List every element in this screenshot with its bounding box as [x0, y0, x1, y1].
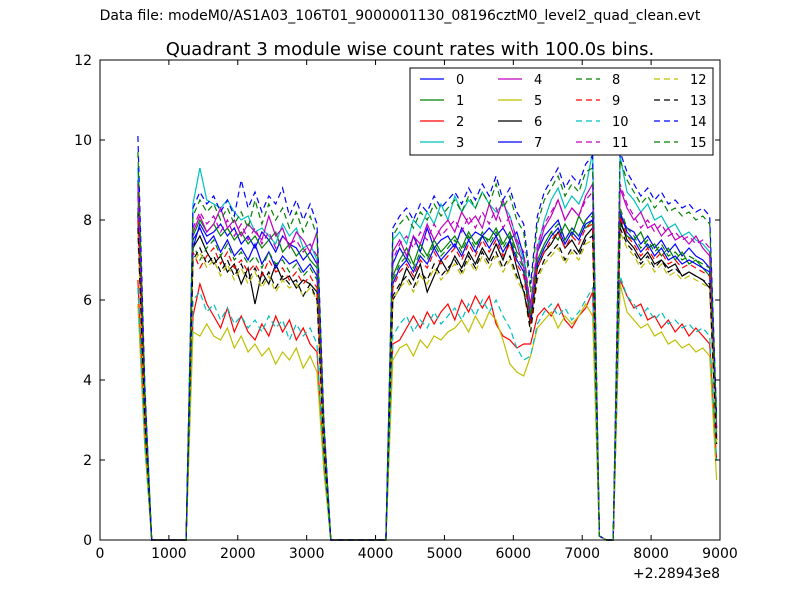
legend-label-10: 10 — [612, 115, 629, 130]
legend-label-9: 9 — [612, 94, 620, 109]
figure-supertitle: Data file: modeM0/AS1A03_106T01_90000011… — [99, 8, 701, 24]
x-axis: 0 1000 2000 3000 4000 5000 6000 7000 8000 9000 — [96, 60, 738, 562]
legend-label-5: 5 — [534, 94, 542, 109]
y-tick-label: 6 — [83, 293, 92, 309]
y-tick-label: 4 — [83, 373, 92, 389]
series-line-5 — [137, 283, 718, 541]
x-offset-text: +2.28943e8 — [633, 566, 720, 582]
legend-label-7: 7 — [534, 136, 542, 151]
series-line-2 — [137, 279, 718, 541]
y-tick-label: 12 — [74, 53, 92, 69]
x-tick-label: 9000 — [702, 546, 738, 562]
series-line-12 — [137, 231, 718, 541]
series-line-13 — [137, 227, 718, 541]
legend-label-15: 15 — [690, 136, 707, 151]
series-line-8 — [137, 207, 718, 541]
series-line-7 — [137, 211, 718, 541]
series-line-6 — [137, 211, 718, 541]
x-tick-label: 4000 — [358, 546, 394, 562]
x-tick-label: 3000 — [289, 546, 325, 562]
series-line-3 — [137, 151, 718, 541]
x-tick-label: 6000 — [496, 546, 532, 562]
x-tick-label: 1000 — [151, 546, 187, 562]
series-line-9 — [137, 215, 718, 541]
legend-label-1: 1 — [456, 94, 464, 109]
legend-label-2: 2 — [456, 115, 464, 130]
legend-label-13: 13 — [690, 94, 707, 109]
chart-title: Quadrant 3 module wise count rates with … — [166, 39, 655, 60]
x-tick-label: 7000 — [564, 546, 600, 562]
series-line-10 — [137, 275, 718, 541]
y-tick-label: 2 — [83, 453, 92, 469]
legend-label-0: 0 — [456, 73, 464, 88]
series-line-15 — [137, 151, 718, 541]
legend-box — [409, 67, 714, 156]
y-tick-label: 0 — [83, 533, 92, 549]
legend-label-3: 3 — [456, 136, 464, 151]
y-tick-label: 10 — [74, 133, 92, 149]
y-tick-label: 8 — [83, 213, 92, 229]
legend-label-14: 14 — [690, 115, 707, 130]
plot-lines — [137, 135, 718, 541]
x-tick-label: 5000 — [427, 546, 463, 562]
x-tick-label: 2000 — [220, 546, 256, 562]
legend-label-8: 8 — [612, 73, 620, 88]
x-tick-label: 0 — [96, 546, 105, 562]
legend-label-11: 11 — [612, 136, 629, 151]
series-line-0 — [137, 179, 718, 541]
series-line-14 — [137, 135, 718, 541]
legend-label-12: 12 — [690, 73, 707, 88]
legend-label-4: 4 — [534, 73, 542, 88]
legend-label-6: 6 — [534, 115, 542, 130]
x-tick-label: 8000 — [633, 546, 669, 562]
